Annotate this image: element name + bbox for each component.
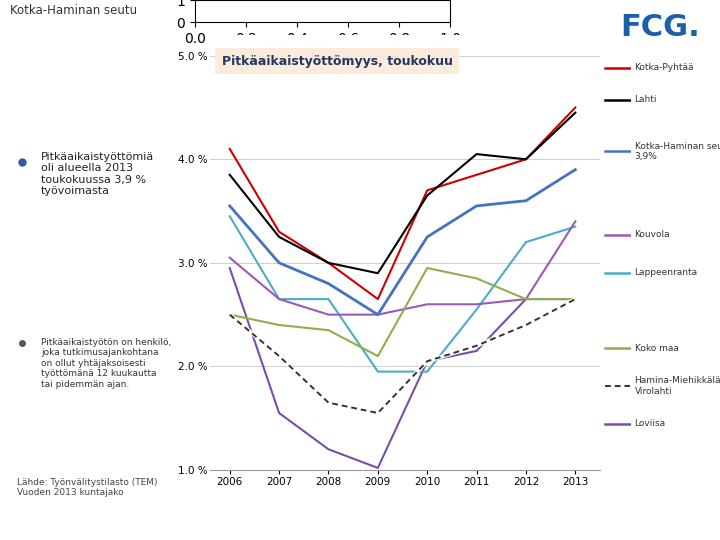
Text: Pitkäaikaistyötön on henkilö,
joka tutkimusajankohtana
on ollut yhtäjaksoisesti
: Pitkäaikaistyötön on henkilö, joka tutki… [41,338,171,389]
Text: Hamina-Miehikkälä-
Virolahti: Hamina-Miehikkälä- Virolahti [634,376,720,396]
Text: Kouvola: Kouvola [634,231,670,239]
Text: Koko maa: Koko maa [634,344,678,353]
Text: FCG.: FCG. [620,12,700,42]
Text: Kotka-Pyhtää: Kotka-Pyhtää [634,63,694,72]
Text: Lahti: Lahti [634,96,657,104]
Text: Kotka-Haminan seutu;
3,9%: Kotka-Haminan seutu; 3,9% [634,141,720,161]
Text: Kotka-Haminan seutu: Kotka-Haminan seutu [10,4,137,17]
Text: Pitkäaikaistyöttömiä
oli alueella 2013
toukokuussa 3,9 %
työvoimasta: Pitkäaikaistyöttömiä oli alueella 2013 t… [41,152,154,197]
Text: Suhteessa vertailukaupunkeihin: Suhteessa vertailukaupunkeihin [203,4,393,17]
Text: Loviisa: Loviisa [634,420,666,428]
Text: Lähde: Työnvälitystilasto (TEM)
Vuoden 2013 kuntajako: Lähde: Työnvälitystilasto (TEM) Vuoden 2… [17,478,157,497]
Text: Pitkäaikaistyöttömyys, toukokuu: Pitkäaikaistyöttömyys, toukokuu [222,55,453,68]
Text: Lappeenranta: Lappeenranta [634,268,698,277]
